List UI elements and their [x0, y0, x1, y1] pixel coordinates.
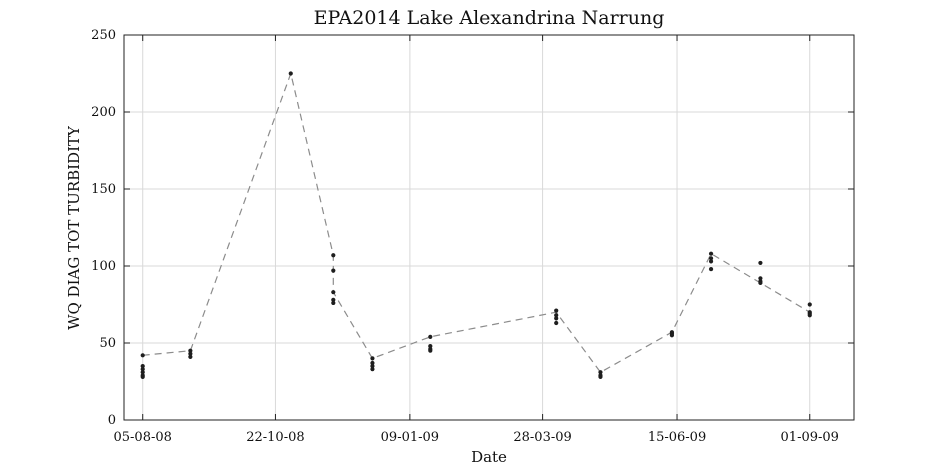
y-tick-label: 0	[108, 413, 116, 428]
data-point	[140, 374, 145, 379]
data-point	[370, 356, 375, 361]
y-tick-label: 100	[91, 259, 116, 274]
data-point	[188, 351, 193, 356]
data-point	[758, 276, 763, 281]
x-tick-label: 28-03-09	[513, 430, 571, 445]
y-axis-label: WQ DIAG TOT TURBIDITY	[65, 125, 83, 330]
x-tick-label: 15-06-09	[648, 430, 706, 445]
data-point	[758, 260, 763, 266]
data-point	[428, 348, 433, 353]
data-point	[708, 256, 714, 261]
x-tick-label: 09-01-09	[381, 430, 439, 445]
data-point	[140, 370, 145, 375]
y-tick-label: 150	[91, 182, 116, 197]
data-point	[331, 268, 336, 273]
data-point	[188, 348, 193, 353]
y-tick-label: 250	[91, 28, 116, 43]
x-tick-label: 22-10-08	[246, 430, 304, 445]
data-point	[331, 300, 336, 306]
data-point	[807, 302, 812, 307]
data-point	[708, 251, 714, 256]
data-point	[331, 290, 336, 295]
data-point	[331, 253, 336, 258]
plot-frame	[123, 34, 855, 421]
x-tick-label: 01-09-09	[781, 430, 839, 445]
data-point	[331, 297, 336, 302]
data-points	[140, 71, 812, 379]
chart-title: EPA2014 Lake Alexandrina Narrung	[314, 7, 665, 29]
data-point	[758, 280, 763, 286]
data-point	[140, 367, 145, 372]
data-point	[428, 334, 433, 339]
data-point	[554, 313, 559, 318]
data-point	[140, 364, 145, 369]
y-tick-label: 50	[99, 336, 116, 351]
x-tick-labels: 05-08-08 22-10-08 09-01-09 28-03-09 15-06-09…	[114, 430, 839, 445]
y-tick-label: 200	[91, 105, 116, 120]
x-tick-label: 05-08-08	[114, 430, 172, 445]
y-tick-labels: 0 50 100 150 200 250	[91, 28, 116, 428]
data-point	[370, 364, 375, 369]
data-point	[288, 71, 293, 76]
data-point	[598, 370, 603, 375]
data-point	[669, 333, 675, 338]
data-point	[554, 308, 559, 313]
data-point	[554, 316, 559, 321]
data-point	[708, 266, 714, 272]
axis-ticks	[124, 34, 854, 421]
data-point	[428, 343, 433, 349]
data-point	[554, 320, 559, 326]
data-point	[708, 259, 714, 264]
data-point	[370, 367, 375, 372]
data-point	[140, 353, 145, 358]
data-point	[188, 354, 193, 359]
data-point	[807, 313, 812, 318]
x-axis-label: Date	[471, 448, 507, 466]
trend-line	[142, 71, 811, 374]
data-point	[370, 360, 375, 366]
data-point	[598, 374, 603, 379]
grid-lines	[124, 34, 854, 421]
